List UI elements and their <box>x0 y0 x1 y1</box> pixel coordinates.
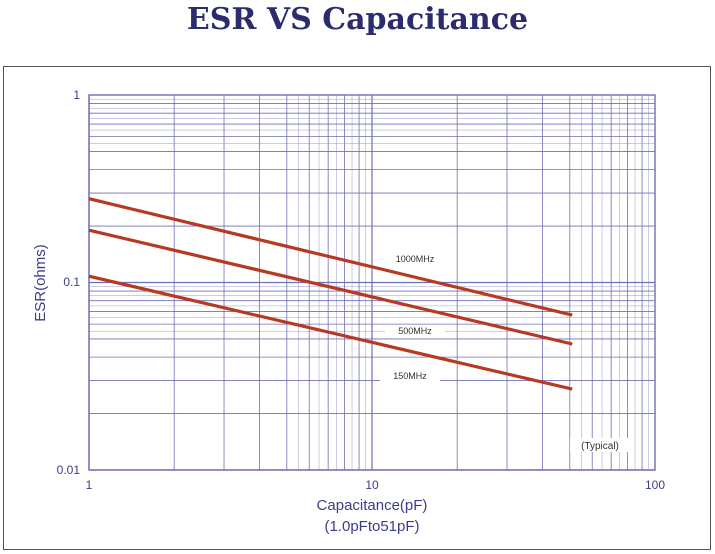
series-label-150MHz: 150MHz <box>393 371 427 381</box>
y-tick-label-0.01: 0.01 <box>57 463 81 477</box>
grid-layer <box>88 94 656 471</box>
series-label-1000MHz: 1000MHz <box>396 254 435 264</box>
chart-frame <box>3 66 711 550</box>
series-layer: 1000MHz 500MHz 150MHz <box>88 197 573 391</box>
y-tick-label-0.1: 0.1 <box>63 275 80 289</box>
note-label-bg <box>570 438 630 452</box>
y-axis-label: ESR(ohms) <box>32 244 49 322</box>
series-label-bg <box>380 370 440 382</box>
x-tick-label-10: 10 <box>365 478 379 492</box>
series-label-500MHz: 500MHz <box>398 326 432 336</box>
series-label-bg <box>385 253 445 265</box>
series-line-1000MHz <box>88 197 573 317</box>
x-axis-sublabel: (1.0pFto51pF) <box>324 518 419 535</box>
chart-title: ESR VS Capacitance <box>186 2 529 37</box>
series-label-bg <box>385 325 445 337</box>
label-layer: 1 0.1 0.01 1 10 100 Capacitance(pF) (1.0… <box>32 88 665 535</box>
typical-note: (Typical) <box>581 441 619 452</box>
series-line-150MHz <box>88 274 573 391</box>
plot-area-border <box>88 94 656 471</box>
series-line-500MHz <box>88 228 573 346</box>
x-tick-label-1: 1 <box>86 478 93 492</box>
y-tick-label-1: 1 <box>73 88 80 102</box>
x-tick-label-100: 100 <box>645 478 665 492</box>
x-axis-label: Capacitance(pF) <box>317 497 428 514</box>
